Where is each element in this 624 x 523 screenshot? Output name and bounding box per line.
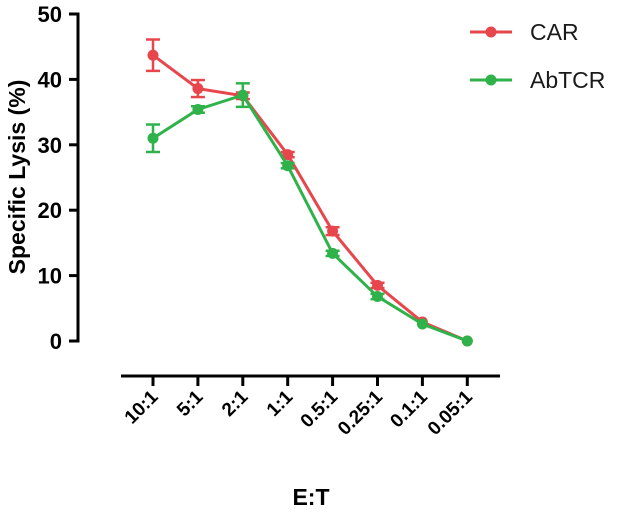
x-tick-label: 10:1	[121, 386, 163, 428]
data-point	[327, 225, 339, 237]
legend-label: AbTCR	[530, 67, 605, 93]
data-point	[372, 279, 383, 291]
legend-marker	[485, 74, 497, 86]
data-point	[282, 160, 294, 172]
x-tick-label: 5:1	[173, 386, 208, 421]
y-axis: 0 10 20 30 40 50	[38, 2, 80, 354]
y-tick-label: 0	[50, 329, 62, 354]
data-point	[461, 335, 473, 347]
data-point	[192, 83, 204, 95]
series-layer	[146, 38, 473, 347]
x-tick-label: 2:1	[218, 386, 253, 421]
x-tick-label: 1:1	[263, 386, 298, 421]
series-line	[152, 53, 468, 343]
y-tick-label: 20	[38, 198, 62, 223]
y-tick-label: 50	[38, 2, 62, 27]
series-car	[146, 38, 473, 347]
y-ticks: 0 10 20 30 40 50	[38, 2, 78, 354]
data-point	[327, 247, 339, 259]
series-abtcr	[146, 82, 473, 347]
legend-item-car: CAR	[470, 19, 579, 45]
y-tick-label: 40	[38, 67, 62, 92]
legend-item-abtcr: AbTCR	[470, 67, 605, 93]
data-point	[147, 132, 159, 144]
y-tick-label: 30	[38, 133, 62, 158]
data-point	[282, 149, 294, 161]
data-point	[147, 49, 159, 61]
data-point	[416, 318, 428, 330]
data-point	[237, 89, 249, 101]
x-ticks: 10:1 5:1 2:1 1:1 0.5:10.25:1 0.1:10.05:1	[121, 376, 477, 440]
series-line	[152, 93, 468, 343]
x-tick-label: 0.05:1	[424, 386, 477, 439]
y-tick-label: 10	[38, 264, 62, 289]
legend: CAR AbTCR	[470, 19, 605, 93]
y-axis-title: Specific Lysis (%)	[4, 80, 30, 275]
data-point	[192, 103, 204, 115]
legend-label: CAR	[530, 19, 579, 45]
data-point	[372, 291, 383, 303]
legend-marker	[485, 26, 497, 38]
x-tick-label: 0.25:1	[334, 386, 387, 439]
x-axis: 10:1 5:1 2:1 1:1 0.5:10.25:1 0.1:10.05:1	[121, 374, 500, 440]
x-axis-title: E:T	[292, 484, 329, 510]
